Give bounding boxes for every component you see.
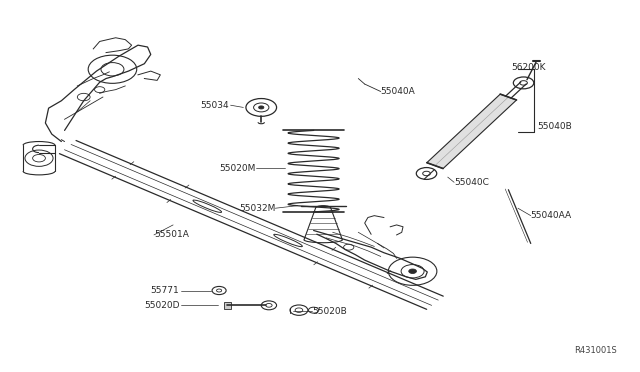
Polygon shape	[224, 302, 230, 309]
Circle shape	[259, 106, 264, 109]
Text: 55034: 55034	[201, 101, 229, 110]
Text: 55020D: 55020D	[144, 301, 179, 310]
Text: 55771: 55771	[151, 286, 179, 295]
Text: R431001S: R431001S	[574, 346, 617, 355]
Text: 55040A: 55040A	[381, 87, 415, 96]
Text: 56200K: 56200K	[511, 63, 546, 72]
Text: 55040AA: 55040AA	[531, 211, 572, 220]
Text: 55040B: 55040B	[537, 122, 572, 131]
Text: 55020B: 55020B	[312, 307, 347, 316]
Text: 55020M: 55020M	[220, 164, 256, 173]
Text: 55040C: 55040C	[454, 178, 489, 187]
Text: 55032M: 55032M	[239, 204, 275, 213]
Text: 55501A: 55501A	[154, 230, 189, 240]
Circle shape	[409, 269, 417, 273]
Polygon shape	[427, 94, 516, 169]
